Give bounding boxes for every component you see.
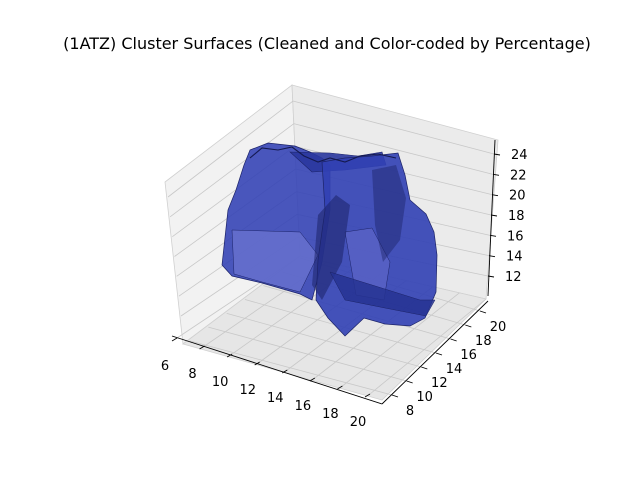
y-tick-mark	[465, 324, 472, 328]
x-tick-mark	[226, 353, 233, 358]
surface-right-dark	[372, 165, 406, 262]
y-tick-mark	[406, 380, 413, 384]
z-tick-label: 24	[511, 148, 528, 163]
y-tick-label: 18	[475, 334, 492, 349]
axis-ticks: 6810121416182081012141618201214161820222…	[161, 148, 528, 430]
y-grid-line	[189, 340, 393, 396]
x-grid-line	[369, 298, 487, 395]
x-tick-mark	[309, 377, 316, 382]
x-tick-mark	[337, 385, 343, 390]
z-tick-mark	[489, 234, 497, 237]
x-tick-mark	[282, 369, 288, 374]
y-tick-label: 12	[431, 376, 448, 391]
x-tick-label: 6	[161, 359, 169, 374]
x-tick-mark	[171, 337, 178, 342]
y-tick-mark	[435, 352, 443, 356]
z-tick-mark	[490, 214, 498, 217]
y-tick-mark	[450, 338, 457, 342]
y-grid-line	[208, 326, 407, 382]
y-tick-mark	[391, 394, 399, 398]
z-tick-label: 12	[505, 270, 522, 285]
y-tick-mark	[421, 366, 428, 370]
y-tick-label: 8	[406, 404, 414, 419]
chart-title: (1ATZ) Cluster Surfaces (Cleaned and Col…	[63, 34, 591, 53]
x-tick-mark	[254, 361, 260, 366]
cluster-surface	[221, 142, 438, 337]
y-axis-line	[381, 300, 489, 405]
surface-center-dark	[312, 195, 350, 300]
x-tick-mark	[199, 345, 205, 350]
x-tick-mark	[364, 393, 371, 398]
z-tick-mark	[488, 255, 496, 258]
z-grid-line	[167, 100, 495, 198]
y-tick-label: 16	[460, 348, 477, 363]
x-tick-label: 8	[188, 367, 196, 382]
z-tick-label: 16	[507, 229, 524, 244]
y-tick-mark	[479, 310, 487, 314]
x-axis-line	[171, 335, 383, 405]
surface-ridge	[249, 146, 397, 163]
x-grid-line	[342, 292, 460, 387]
x-tick-label: 10	[212, 375, 229, 390]
y-tick-label: 14	[446, 362, 463, 377]
z-grid-line	[169, 123, 494, 218]
z-tick-mark	[487, 275, 495, 278]
y-grid-line	[226, 312, 422, 368]
y-tick-label: 20	[490, 320, 507, 335]
z-tick-label: 20	[509, 189, 526, 204]
x-tick-label: 14	[267, 391, 284, 406]
z-tick-mark	[493, 153, 501, 156]
z-tick-mark	[491, 194, 499, 197]
z-tick-label: 18	[508, 209, 525, 224]
x-tick-label: 16	[295, 399, 312, 414]
x-tick-label: 12	[239, 383, 256, 398]
y-tick-label: 10	[416, 390, 433, 405]
z-tick-label: 22	[510, 168, 527, 183]
surface-left-face	[231, 229, 319, 293]
z-axis-line	[487, 139, 496, 297]
x-tick-label: 20	[350, 415, 367, 430]
x-tick-label: 18	[322, 407, 339, 422]
z-tick-mark	[492, 173, 500, 176]
surface-bottom-fold	[329, 271, 436, 317]
z-tick-label: 14	[506, 250, 523, 265]
